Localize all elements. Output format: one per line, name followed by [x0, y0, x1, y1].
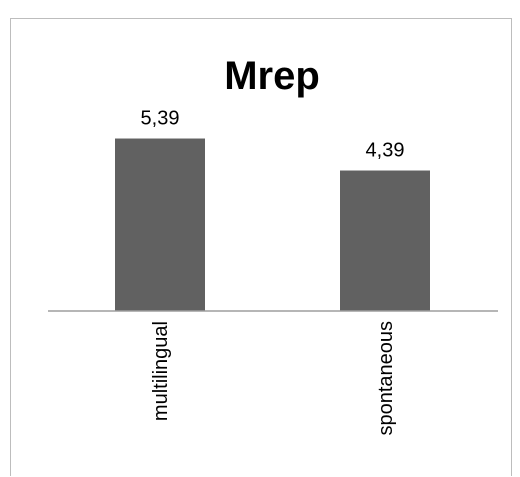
data-label-spontaneous: 4,39 — [366, 140, 405, 162]
category-ticks-layer: multilingual spontaneous — [150, 321, 397, 436]
tick-label-spontaneous: spontaneous — [375, 321, 397, 436]
bar-multilingual — [115, 138, 205, 311]
bars-layer — [115, 138, 430, 311]
bar-spontaneous — [340, 170, 430, 311]
chart-title: Mrep — [224, 54, 320, 98]
data-label-multilingual: 5,39 — [141, 108, 180, 130]
tick-label-multilingual: multilingual — [150, 321, 172, 421]
data-labels-layer: 5,39 4,39 — [141, 108, 405, 162]
